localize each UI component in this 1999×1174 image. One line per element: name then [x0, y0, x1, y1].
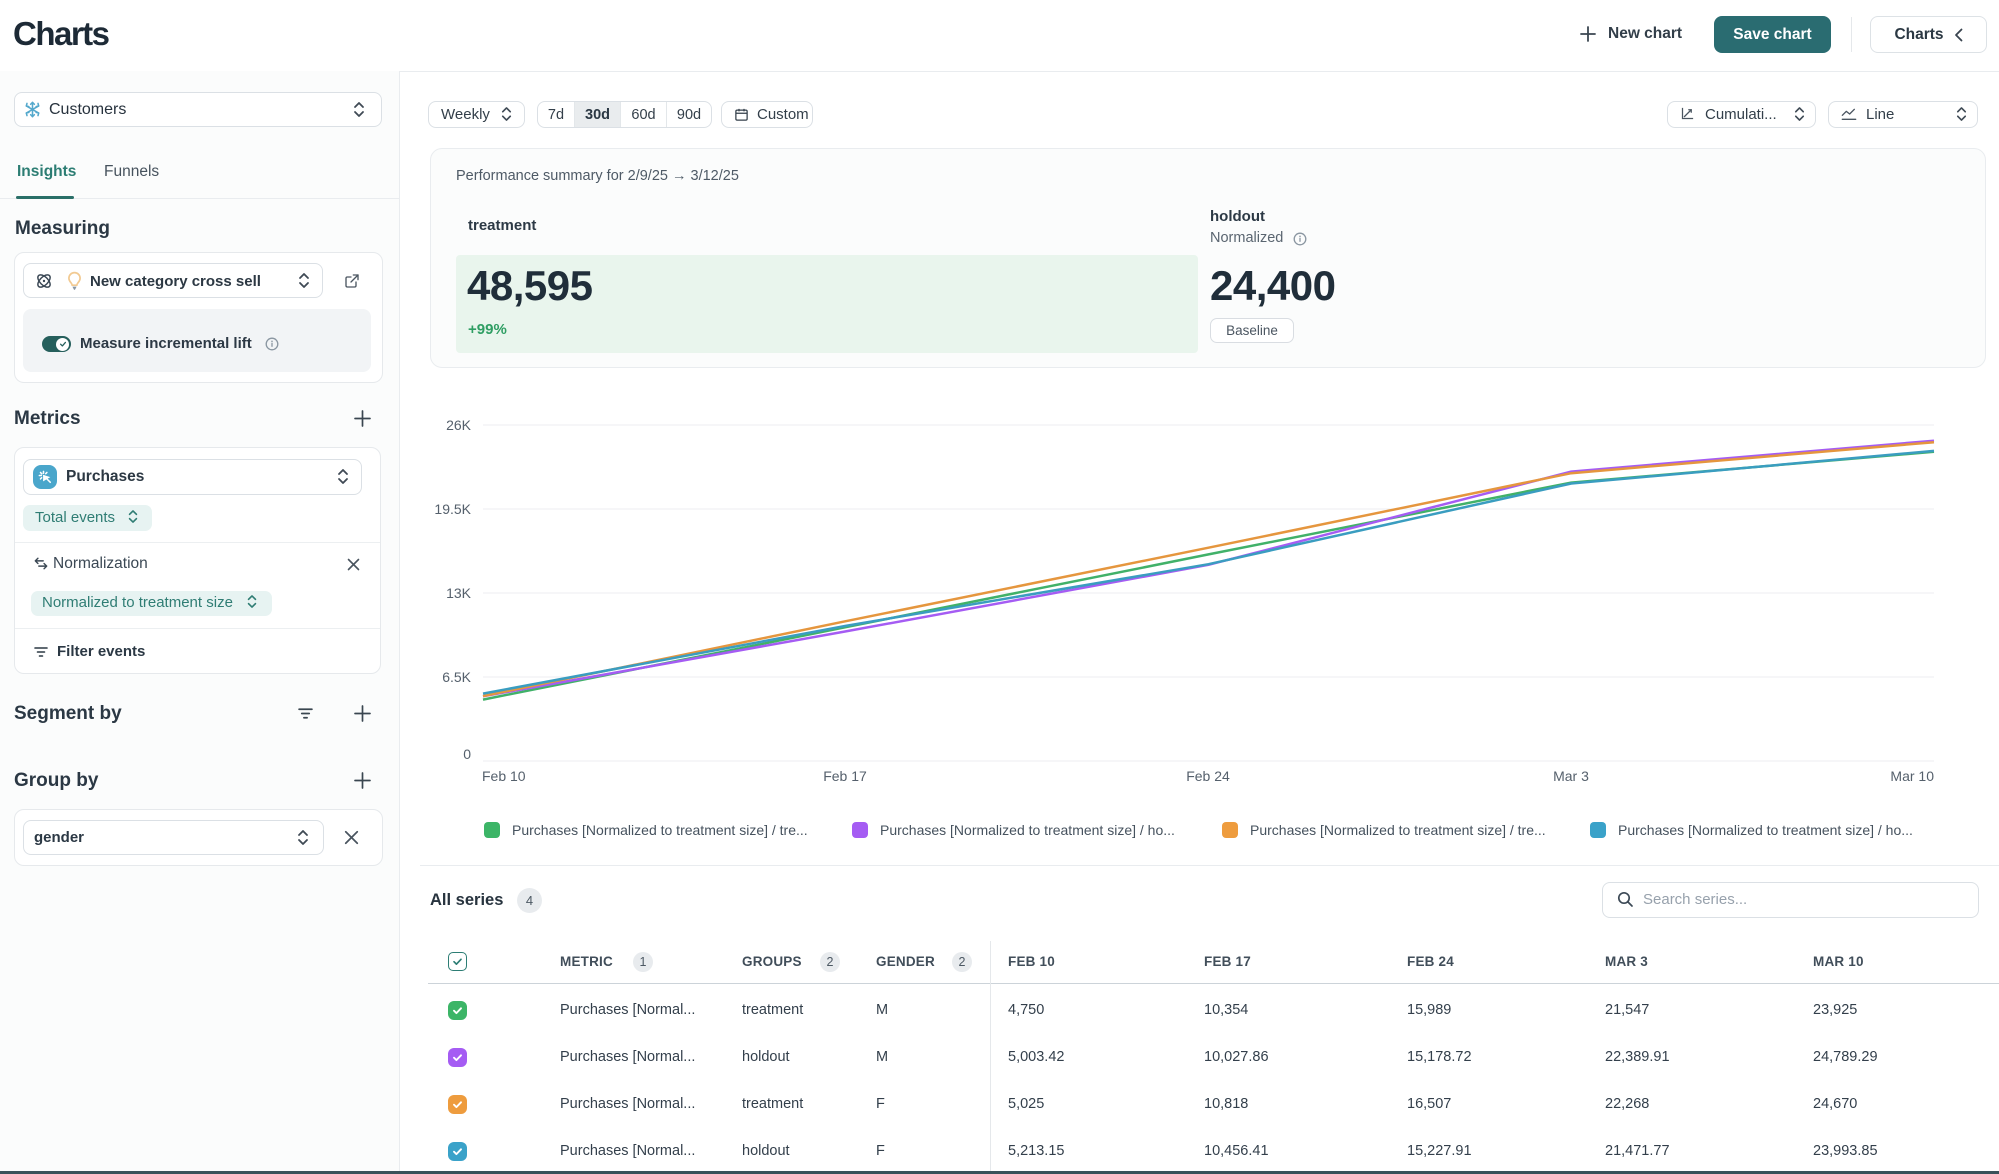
- svg-text:13K: 13K: [446, 585, 472, 601]
- svg-text:Purchases [Normalized to treat: Purchases [Normalized to treatment size]…: [880, 822, 1175, 838]
- svg-text:26K: 26K: [446, 417, 472, 433]
- svg-text:19.5K: 19.5K: [434, 501, 471, 517]
- svg-text:Purchases [Normalized to treat: Purchases [Normalized to treatment size]…: [1250, 822, 1546, 838]
- svg-text:Mar 10: Mar 10: [1890, 768, 1934, 784]
- svg-text:Purchases [Normalized to treat: Purchases [Normalized to treatment size]…: [512, 822, 808, 838]
- svg-text:0: 0: [463, 746, 471, 762]
- svg-text:Purchases [Normalized to treat: Purchases [Normalized to treatment size]…: [1618, 822, 1913, 838]
- svg-text:Feb 17: Feb 17: [823, 768, 867, 784]
- svg-text:Feb 10: Feb 10: [482, 768, 526, 784]
- svg-text:Feb 24: Feb 24: [1186, 768, 1230, 784]
- svg-text:6.5K: 6.5K: [442, 669, 471, 685]
- svg-text:Mar 3: Mar 3: [1553, 768, 1589, 784]
